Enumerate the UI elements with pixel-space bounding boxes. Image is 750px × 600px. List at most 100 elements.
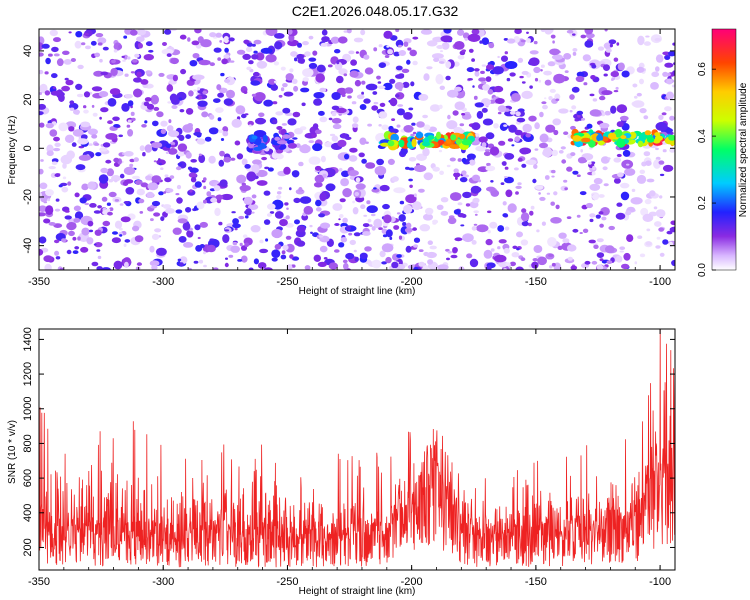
- spectrogram-cell: [516, 231, 523, 238]
- spectrogram-cell: [292, 137, 298, 140]
- spectrogram-cell: [248, 267, 254, 270]
- spectrogram-cell: [466, 253, 473, 259]
- spectrogram-cell: [73, 217, 81, 223]
- spectrogram-cell: [396, 108, 405, 116]
- spectrogram-cell: [490, 189, 500, 197]
- spectrogram-cell: [345, 252, 355, 260]
- spectrogram-cell: [563, 179, 568, 183]
- spectrogram-cell: [325, 183, 336, 192]
- spectrogram-cell: [195, 245, 203, 252]
- spectrogram-cell: [192, 74, 205, 81]
- spectrogram-cell: [455, 176, 458, 180]
- spectrogram-cell: [246, 42, 253, 47]
- spectrogram-cell: [378, 124, 382, 127]
- spectrogram-cell: [381, 124, 389, 131]
- spectrogram-cell: [510, 110, 516, 115]
- spectrogram-cell: [406, 222, 412, 229]
- spectrogram-cell: [468, 48, 474, 53]
- spectrogram-cell: [221, 58, 228, 65]
- spectrogram-cell: [289, 68, 294, 73]
- spectrogram-cell: [250, 80, 261, 86]
- spectrogram-cell: [263, 99, 274, 107]
- spectrogram-cell: [409, 49, 418, 57]
- spectrogram-cell: [279, 219, 288, 227]
- spectrogram-cell: [356, 94, 365, 100]
- spectrogram-cell: [616, 42, 620, 46]
- spectrogram-cell: [70, 58, 76, 62]
- spectrogram-cell: [136, 71, 142, 78]
- spectrogram-cell: [572, 51, 577, 56]
- spectrogram-signal-cell: [620, 135, 627, 140]
- spectrogram-cell: [613, 157, 622, 163]
- spectrogram-cell: [453, 61, 460, 67]
- spectrogram-cell: [215, 32, 222, 38]
- spectrogram-cell: [274, 33, 285, 39]
- spectrogram-cell: [336, 60, 340, 65]
- spectrogram-cell: [302, 68, 314, 77]
- spectrogram-cell: [352, 116, 359, 123]
- spectrogram-cell: [45, 122, 54, 129]
- spectrogram-cell: [570, 265, 578, 270]
- spectrogram-cell: [39, 111, 44, 116]
- spectrogram-cell: [172, 74, 178, 82]
- spectrogram-cell: [276, 194, 282, 199]
- spectrogram-cell: [61, 85, 70, 92]
- spectrogram-cell: [445, 61, 452, 69]
- spectrogram-cell: [53, 136, 60, 142]
- spectrogram-cell: [410, 133, 415, 137]
- spectrogram-cell: [136, 29, 147, 36]
- snr-series-line: [39, 329, 675, 568]
- spectrogram-cell: [453, 209, 461, 215]
- spectrogram-cell: [644, 198, 652, 205]
- spectrogram-cell: [45, 189, 54, 197]
- spectrogram-cell: [135, 180, 143, 185]
- spectrogram-cell: [334, 249, 340, 253]
- spectrogram-cell: [185, 151, 192, 159]
- spectrogram-cell: [462, 191, 472, 199]
- spectrogram-cell: [74, 211, 84, 220]
- spectrogram-cell: [331, 117, 342, 124]
- spectrogram-cell: [213, 185, 221, 192]
- spectrogram-cell: [560, 146, 566, 150]
- spectrogram-cell: [71, 142, 77, 147]
- spectrogram-cell: [637, 235, 643, 239]
- spectrogram-cell: [450, 254, 458, 259]
- spectrogram-cell: [467, 33, 481, 43]
- spectrogram-cell: [121, 55, 125, 59]
- spectrogram-cell: [302, 77, 309, 82]
- spectrogram-cell: [579, 191, 587, 196]
- spectrogram-cell: [548, 96, 553, 101]
- spectrogram-cell: [575, 75, 585, 83]
- spectrogram-cell: [619, 250, 624, 253]
- spectrogram-cell: [114, 199, 120, 202]
- spectrogram-cell: [215, 107, 224, 113]
- spectrogram-signal-cell: [616, 139, 626, 148]
- spectrogram-cell: [125, 187, 135, 195]
- spectrogram-cell: [287, 29, 293, 35]
- spectrogram-cell: [515, 185, 522, 189]
- spectrogram-cell: [497, 55, 500, 59]
- spectrogram-cell: [398, 73, 405, 77]
- spectrogram-cell: [53, 53, 60, 57]
- spectrogram-cell: [467, 78, 473, 81]
- spectrogram-cell: [584, 40, 594, 48]
- spectrogram-cell: [156, 111, 164, 118]
- spectrogram-cell: [203, 177, 207, 182]
- spectrogram-cell: [654, 37, 661, 42]
- spectrogram-cell: [501, 55, 508, 62]
- spectrogram-cell: [639, 78, 644, 85]
- spectrogram-cell: [655, 66, 660, 72]
- spectrogram-cell: [223, 36, 230, 44]
- spectrogram-cell: [80, 121, 91, 128]
- spectrogram-cell: [355, 183, 366, 190]
- spectrogram-cell: [224, 229, 230, 232]
- spectrogram-cell: [308, 140, 315, 144]
- spectrogram-cell: [208, 127, 219, 135]
- spectrogram-cell: [340, 237, 348, 243]
- spectrogram-cell: [520, 239, 529, 246]
- spectrogram-cell: [389, 97, 398, 107]
- spectrogram-cell: [179, 34, 187, 40]
- spectrogram-cell: [158, 162, 162, 166]
- spectrogram-cell: [376, 75, 381, 80]
- spectrogram-cell: [99, 58, 103, 63]
